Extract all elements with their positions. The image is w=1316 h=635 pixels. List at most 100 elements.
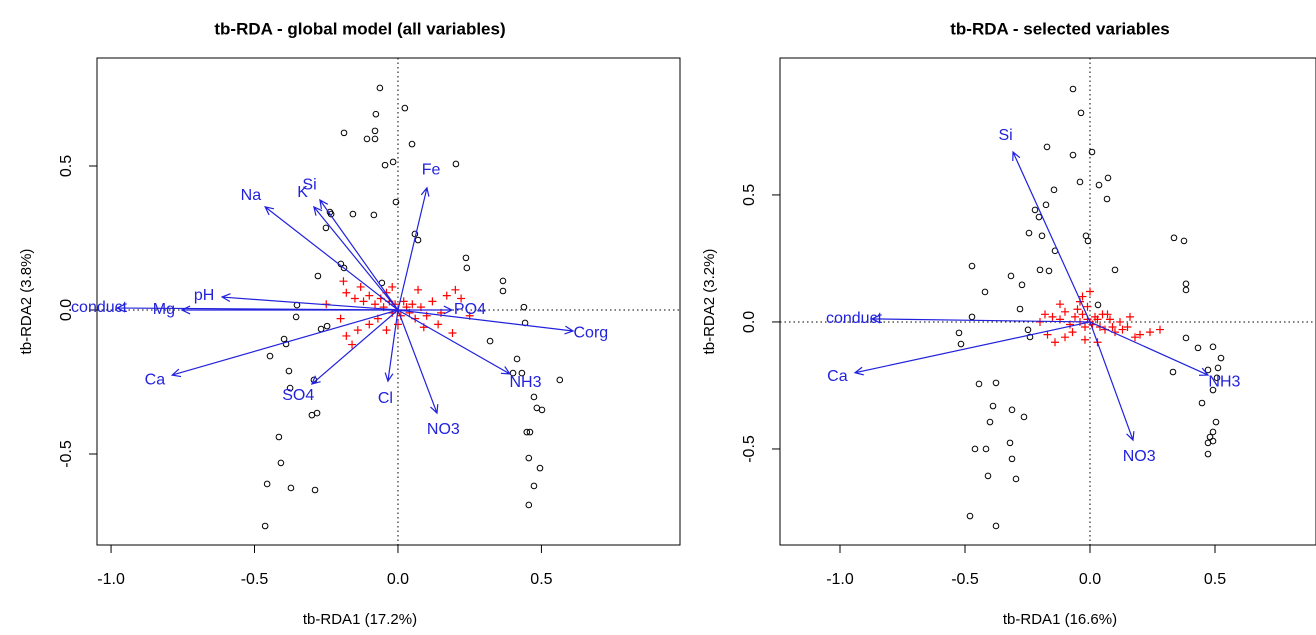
site-point xyxy=(275,433,283,441)
site-point xyxy=(376,84,384,92)
site-point xyxy=(363,135,371,143)
site-point xyxy=(1111,266,1119,274)
arrow-label: NO3 xyxy=(1123,448,1156,465)
site-point xyxy=(1194,344,1202,352)
species-point xyxy=(1106,315,1114,324)
site-point xyxy=(1031,206,1039,214)
species-point xyxy=(382,326,391,335)
species-point xyxy=(393,320,402,329)
site-point xyxy=(955,329,963,337)
species-point xyxy=(1078,310,1087,319)
site-point xyxy=(317,325,325,333)
site-point xyxy=(1217,354,1225,362)
species-point xyxy=(1048,312,1057,321)
species-point xyxy=(451,285,460,294)
loading-arrow xyxy=(384,309,399,383)
site-point xyxy=(1209,437,1217,445)
site-point xyxy=(525,501,533,509)
arrow-label: Si xyxy=(302,177,316,194)
loading-arrow xyxy=(870,314,1091,324)
site-point xyxy=(1214,364,1222,372)
species-point xyxy=(1078,292,1087,301)
site-point xyxy=(1182,286,1190,294)
site-point xyxy=(340,264,348,272)
site-point xyxy=(982,445,990,453)
loading-arrow xyxy=(264,206,399,311)
species-point xyxy=(1083,302,1092,311)
loading-arrow xyxy=(397,309,439,415)
x-tick-label: -0.5 xyxy=(951,571,979,588)
site-point xyxy=(1088,148,1096,156)
site-point xyxy=(530,393,538,401)
species-point xyxy=(408,300,417,309)
species-point xyxy=(356,282,365,291)
site-point xyxy=(340,129,348,137)
panel: tb-RDA - selected variables -1.0 -0.5 0.0 0.… xyxy=(701,19,1316,628)
site-point xyxy=(323,322,331,330)
species-point xyxy=(1036,317,1044,326)
species-point xyxy=(365,291,374,300)
species-point xyxy=(1056,315,1064,324)
loading-arrow xyxy=(170,309,399,378)
species-point xyxy=(336,314,345,323)
species-point xyxy=(1061,333,1069,342)
site-point xyxy=(1024,326,1032,334)
x-tick-label: -1.0 xyxy=(826,571,854,588)
species-point xyxy=(442,291,451,300)
species-point xyxy=(1056,300,1064,309)
y-tick-label: -0.5 xyxy=(741,435,758,463)
site-point xyxy=(538,406,546,414)
arrow-label: conduct xyxy=(826,310,883,327)
site-point xyxy=(992,379,1000,387)
site-point xyxy=(1050,186,1058,194)
x-tick-label: -1.0 xyxy=(97,571,125,588)
site-point xyxy=(1170,234,1178,242)
loading-arrow xyxy=(397,309,575,335)
site-point xyxy=(311,486,319,494)
species-point xyxy=(1073,305,1082,314)
site-point xyxy=(287,484,295,492)
species-point xyxy=(1043,330,1052,339)
site-point xyxy=(401,104,409,112)
site-point xyxy=(1076,178,1084,186)
species-point xyxy=(1051,338,1059,347)
site-point xyxy=(1043,143,1051,151)
site-point xyxy=(1036,266,1044,274)
y-tick-label: -0.5 xyxy=(58,440,75,468)
site-point xyxy=(957,340,965,348)
loading-arrow xyxy=(1089,321,1135,442)
species-point xyxy=(1156,325,1164,334)
site-point xyxy=(968,262,976,270)
site-point xyxy=(1104,174,1112,182)
y-axis-label: tb-RDA2 (3.2%) xyxy=(701,249,718,355)
species-point xyxy=(359,297,368,306)
species-point xyxy=(339,277,348,286)
site-point xyxy=(282,340,290,348)
site-point xyxy=(372,110,380,118)
x-axis-label: tb-RDA1 (17.2%) xyxy=(303,611,417,628)
site-point xyxy=(1209,343,1217,351)
site-point xyxy=(975,380,983,388)
site-point xyxy=(1018,281,1026,289)
site-point xyxy=(370,211,378,219)
site-point xyxy=(1020,413,1028,421)
site-point xyxy=(518,369,526,377)
site-point xyxy=(530,482,538,490)
site-point xyxy=(1077,109,1085,117)
site-point xyxy=(327,210,335,218)
arrow-label: Mg xyxy=(153,301,175,318)
site-point xyxy=(1012,475,1020,483)
species-point xyxy=(1116,317,1124,326)
x-tick-label: 0.0 xyxy=(1079,571,1101,588)
arrow-label: Fe xyxy=(422,162,441,179)
site-point xyxy=(392,198,400,206)
loading-arrow xyxy=(220,293,399,311)
site-point xyxy=(452,160,460,168)
site-point xyxy=(371,127,379,135)
site-point xyxy=(1182,280,1190,288)
species-point xyxy=(350,294,359,303)
species-point xyxy=(434,320,443,329)
species-point xyxy=(457,294,466,303)
site-point xyxy=(1035,213,1043,221)
